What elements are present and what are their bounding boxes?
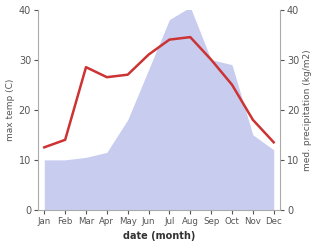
Y-axis label: max temp (C): max temp (C): [5, 79, 15, 141]
X-axis label: date (month): date (month): [123, 231, 195, 242]
Y-axis label: med. precipitation (kg/m2): med. precipitation (kg/m2): [303, 49, 313, 171]
